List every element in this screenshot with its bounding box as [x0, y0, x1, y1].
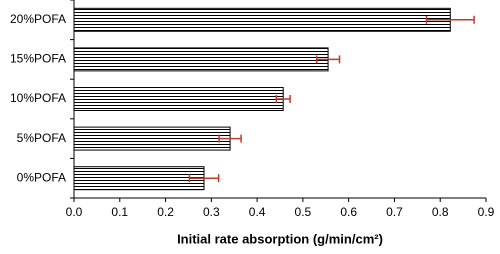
y-tick-label: 10%POFA: [10, 91, 66, 105]
x-tick-label: 0.8: [432, 205, 449, 219]
error-bar: [218, 134, 242, 143]
bar: [73, 47, 329, 72]
bar: [73, 166, 205, 191]
y-tick-label: 0%POFA: [17, 170, 66, 184]
x-tick-label: 0.3: [203, 205, 220, 219]
y-tick-label: 20%POFA: [10, 12, 66, 26]
bar: [73, 87, 284, 111]
x-tick-label: 0.7: [386, 205, 403, 219]
bar: [73, 7, 451, 32]
x-axis-title: Initial rate absorption (g/min/cm²): [177, 231, 383, 246]
y-tick-label: 15%POFA: [10, 52, 66, 66]
error-bar: [275, 95, 291, 103]
error-bar: [425, 15, 475, 24]
x-tick-label: 0.9: [478, 205, 495, 219]
x-tick-label: 0.5: [295, 205, 312, 219]
x-tick-label: 0.1: [111, 205, 128, 219]
x-tick-label: 0.0: [66, 205, 83, 219]
x-tick-label: 0.6: [340, 205, 357, 219]
x-tick-label: 0.4: [249, 205, 266, 219]
error-bar: [188, 174, 220, 183]
y-tick-label: 5%POFA: [17, 131, 66, 145]
x-tick-label: 0.2: [157, 205, 174, 219]
error-bar: [315, 55, 341, 64]
bar: [73, 126, 231, 151]
